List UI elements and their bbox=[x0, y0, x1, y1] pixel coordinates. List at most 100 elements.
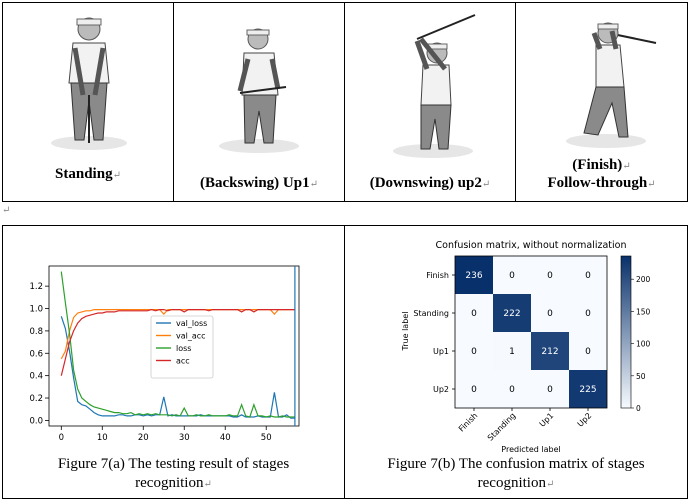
x-tick-label: 50 bbox=[261, 433, 272, 443]
panel-backswing-caption: (Backswing) Up1↵ bbox=[174, 175, 344, 193]
matrix-cell bbox=[531, 294, 569, 332]
caption-line: Figure 7(b) The confusion matrix of stag… bbox=[387, 456, 645, 472]
figure-7b-caption: Figure 7(b) The confusion matrix of stag… bbox=[345, 455, 687, 494]
confusion-matrix-chart: Confusion matrix, without normalization 2… bbox=[401, 240, 651, 454]
caption-line: (Downswing) up2 bbox=[369, 175, 482, 191]
y-tick-label: 0.4 bbox=[29, 372, 43, 382]
y-tick-label: 1.0 bbox=[29, 305, 43, 315]
legend-label-acc: acc bbox=[176, 357, 190, 366]
golfer-standing-image bbox=[51, 17, 127, 150]
x-tick-label: 30 bbox=[179, 433, 190, 443]
matrix-cell bbox=[531, 370, 569, 408]
cell-value: 0 bbox=[509, 271, 515, 281]
cell-value: 0 bbox=[585, 347, 591, 357]
row-label: Finish bbox=[426, 271, 449, 280]
panel-standing-caption: Standing↵ bbox=[3, 166, 173, 184]
matrix-cell bbox=[493, 294, 531, 332]
legend-label-val-loss: val_loss bbox=[176, 319, 207, 328]
panel-backswing: (Backswing) Up1↵ bbox=[173, 2, 345, 202]
legend-label-val-acc: val_acc bbox=[176, 332, 206, 341]
caption-line: Standing bbox=[55, 166, 113, 182]
caption-line: (Finish) bbox=[572, 157, 623, 173]
matrix-cell bbox=[569, 294, 607, 332]
figure-7b-cell: Confusion matrix, without normalization 2… bbox=[344, 225, 688, 499]
cell-value: 0 bbox=[547, 309, 553, 319]
chart-title: Confusion matrix, without normalization bbox=[436, 240, 627, 251]
series-line-acc bbox=[60, 308, 295, 376]
colorbar-tick-label: 150 bbox=[636, 307, 651, 316]
colorbar-tick-label: 50 bbox=[636, 372, 646, 381]
colorbar bbox=[620, 255, 632, 409]
y-tick-label: 0.6 bbox=[29, 349, 43, 359]
matrix-cell bbox=[455, 256, 493, 294]
row-label: Up2 bbox=[433, 385, 449, 394]
cell-value: 225 bbox=[579, 385, 596, 395]
matrix-cell bbox=[569, 370, 607, 408]
caption-line: (Backswing) Up1 bbox=[200, 175, 310, 191]
col-label: Finish bbox=[457, 411, 479, 433]
paragraph-mark: ↵ bbox=[545, 479, 555, 490]
matrix-cell bbox=[493, 332, 531, 370]
matrix-frame bbox=[454, 255, 608, 409]
paragraph-mark: ↵ bbox=[309, 179, 318, 190]
cell-value: 0 bbox=[471, 385, 477, 395]
matrix-cell bbox=[455, 294, 493, 332]
x-tick-label: 10 bbox=[97, 433, 108, 443]
figure-7a-caption: Figure 7(a) The testing result of stages… bbox=[3, 455, 344, 494]
panel-follow-through: (Finish)↵ Follow-through↵ bbox=[515, 2, 688, 202]
paragraph-mark: ↵ bbox=[481, 179, 491, 190]
matrix-cell bbox=[455, 332, 493, 370]
paragraph-mark: ↵ bbox=[112, 170, 121, 181]
y-tick-label: 0.0 bbox=[29, 416, 43, 426]
series-line-loss bbox=[60, 271, 295, 418]
golfer-finish-image bbox=[566, 22, 657, 148]
figure-7a-cell: 0.0 0.2 0.4 0.6 0.8 1.0 1.2 0 10 20 30 40 50 val_loss… bbox=[2, 225, 345, 499]
golfer-backswing-image bbox=[219, 28, 299, 153]
cell-value: 0 bbox=[585, 271, 591, 281]
legend-box bbox=[150, 315, 214, 379]
cell-value: 0 bbox=[509, 385, 515, 395]
panel-follow-through-caption: (Finish)↵ Follow-through↵ bbox=[516, 157, 687, 193]
cell-value: 0 bbox=[471, 347, 477, 357]
panel-downswing: (Downswing) up2↵ bbox=[344, 2, 516, 202]
matrix-cell bbox=[493, 370, 531, 408]
col-label: Standing bbox=[486, 411, 518, 443]
col-label: Up1 bbox=[538, 411, 556, 429]
colorbar-tick-label: 0 bbox=[636, 404, 641, 413]
matrix-cell bbox=[569, 332, 607, 370]
testing-result-line-chart: 0.0 0.2 0.4 0.6 0.8 1.0 1.2 0 10 20 30 40 50 val_loss… bbox=[29, 265, 300, 443]
x-tick-label: 0 bbox=[59, 433, 64, 443]
cell-value: 0 bbox=[547, 385, 553, 395]
panel-standing: Standing↵ bbox=[2, 2, 174, 202]
caption-line: Follow-through bbox=[547, 175, 648, 191]
y-axis-title: True label bbox=[401, 312, 410, 352]
matrix-cell bbox=[493, 256, 531, 294]
matrix-cell bbox=[455, 370, 493, 408]
colorbar-tick-label: 200 bbox=[636, 275, 651, 284]
legend-label-loss: loss bbox=[176, 344, 191, 353]
x-tick-label: 40 bbox=[220, 433, 231, 443]
cell-value: 0 bbox=[471, 309, 477, 319]
paragraph-mark: ↵ bbox=[647, 179, 656, 190]
between-table-mark: ↵ bbox=[2, 205, 11, 216]
paragraph-mark: ↵ bbox=[203, 479, 212, 490]
caption-line: recognition bbox=[135, 475, 204, 491]
colorbar-tick-label: 100 bbox=[636, 340, 651, 349]
cell-value: 212 bbox=[541, 347, 558, 357]
panel-downswing-caption: (Downswing) up2↵ bbox=[345, 175, 515, 193]
x-tick-label: 20 bbox=[138, 433, 149, 443]
cell-value: 0 bbox=[547, 271, 553, 281]
caption-line: Figure 7(a) The testing result of stages bbox=[57, 456, 290, 472]
y-tick-label: 0.8 bbox=[29, 327, 43, 337]
x-axis-title: Predicted label bbox=[501, 445, 560, 454]
caption-line: recognition bbox=[477, 475, 546, 491]
row-label: Up1 bbox=[433, 347, 449, 356]
matrix-cell bbox=[531, 332, 569, 370]
row-label: Standing bbox=[413, 309, 449, 318]
matrix-cell bbox=[569, 256, 607, 294]
col-label: Up2 bbox=[576, 411, 594, 429]
y-tick-label: 0.2 bbox=[29, 394, 43, 404]
cell-value: 236 bbox=[465, 271, 482, 281]
paragraph-mark: ↵ bbox=[622, 161, 631, 172]
matrix-cell bbox=[531, 256, 569, 294]
